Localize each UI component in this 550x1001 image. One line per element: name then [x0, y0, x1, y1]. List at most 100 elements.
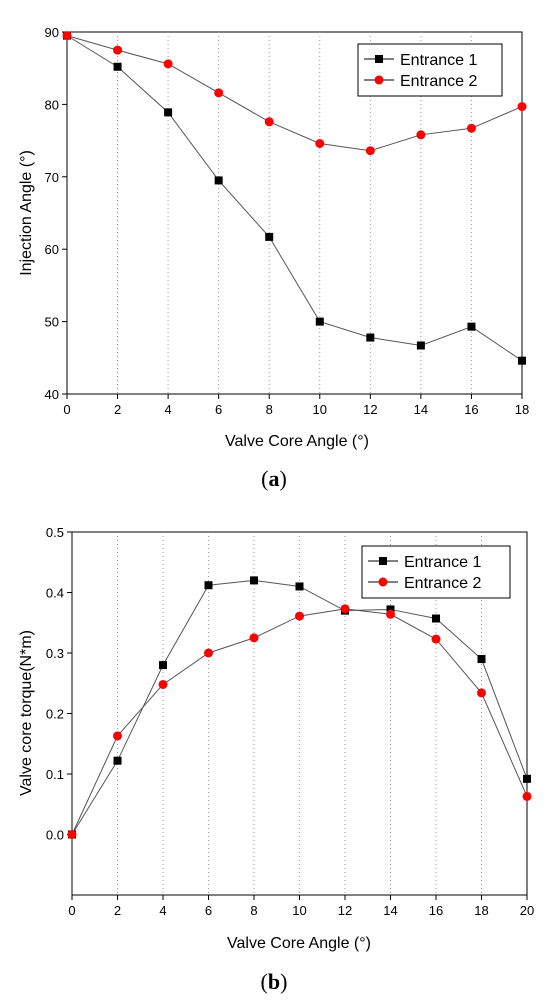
- x-axis-title-a: Valve Core Angle (°): [225, 433, 369, 450]
- x-tick-label: 0: [63, 402, 70, 417]
- legend-label-entrance-1-b: Entrance 1: [404, 554, 481, 571]
- data-point-entrance-2: [365, 146, 375, 156]
- legend-marker-entrance-2-a: [374, 75, 384, 85]
- legend-frame-a: [357, 43, 503, 97]
- y-tick-label: 80: [45, 97, 59, 112]
- series-b: [67, 576, 532, 839]
- y-tick-label: 0.0: [46, 828, 64, 843]
- y-tick-label: 40: [45, 387, 59, 402]
- data-point-entrance-1: [214, 176, 223, 185]
- data-point-entrance-1: [159, 661, 167, 670]
- x-tick-label: 12: [363, 402, 377, 417]
- x-tick-label: 10: [313, 402, 327, 417]
- data-point-entrance-2: [517, 102, 527, 112]
- x-axis-title-b: Valve Core Angle (°): [227, 935, 371, 952]
- x-tick-label: 20: [520, 903, 534, 918]
- x-tick-label: 16: [429, 903, 443, 918]
- data-point-entrance-2: [315, 138, 325, 148]
- chart-a: 0 2 4 6 8 10 12 14 16 18 40 50 60 70 80 90 Valve Core A…: [18, 25, 529, 491]
- data-point-entrance-1: [315, 317, 324, 326]
- legend-label-entrance-1-a: Entrance 1: [400, 52, 477, 69]
- x-tick-label: 6: [205, 903, 212, 918]
- data-point-entrance-1: [518, 356, 526, 365]
- legend-marker-entrance-2-b: [378, 577, 388, 587]
- x-tick-label: 14: [414, 402, 428, 417]
- x-tick-label: 12: [338, 903, 352, 918]
- data-point-entrance-2: [295, 611, 304, 621]
- x-tick-label: 2: [114, 402, 121, 417]
- x-tick-label: 10: [292, 903, 306, 918]
- y-tick-label: 0.3: [46, 646, 64, 661]
- plot-frame-a: [66, 31, 523, 395]
- x-tick-label: 14: [383, 903, 397, 918]
- data-point-entrance-2: [431, 634, 441, 644]
- data-point-entrance-2: [477, 688, 486, 698]
- legend-marker-entrance-1-a: [375, 55, 383, 63]
- data-point-entrance-1: [477, 655, 486, 664]
- data-point-entrance-1: [265, 232, 274, 241]
- y-tick-label: 0.2: [46, 707, 64, 722]
- data-point-entrance-2: [522, 791, 532, 801]
- panel-label-a: (a): [261, 466, 287, 491]
- panel-label-b: (b): [261, 969, 288, 994]
- y-tick-label: 0.4: [46, 586, 64, 601]
- data-point-entrance-1: [113, 756, 122, 765]
- x-tick-label: 8: [250, 903, 257, 918]
- series-a: [62, 31, 527, 365]
- panel-letter-a: a: [269, 466, 280, 491]
- y-tick-label: 0.5: [46, 525, 64, 540]
- data-point-entrance-2: [67, 830, 77, 839]
- data-point-entrance-2: [466, 123, 476, 133]
- data-point-entrance-1: [164, 108, 173, 117]
- data-point-entrance-2: [113, 731, 122, 741]
- x-tick-label: 18: [515, 402, 529, 417]
- data-point-entrance-1: [416, 341, 425, 350]
- data-point-entrance-2: [214, 88, 224, 98]
- legend-b: Entrance 1 Entrance 2: [361, 545, 511, 599]
- data-point-entrance-1: [250, 576, 258, 585]
- data-point-entrance-2: [204, 648, 213, 658]
- ticks-b: 0 2 4 6 8 10 12 14 16 18 20 0.0 0.1 0.2 0.3 0.4 0.5: [46, 525, 534, 918]
- x-tick-label: 2: [114, 903, 121, 918]
- data-point-entrance-2: [416, 130, 426, 140]
- x-tick-label: 0: [68, 903, 75, 918]
- data-point-entrance-2: [163, 59, 173, 69]
- legend-marker-entrance-1-b: [379, 557, 387, 565]
- data-point-entrance-2: [113, 45, 123, 55]
- x-tick-label: 6: [215, 402, 222, 417]
- y-axis-title-b: Valve core torque(N*m): [18, 630, 35, 796]
- legend-frame-b: [361, 545, 511, 599]
- data-point-entrance-2: [249, 633, 259, 643]
- y-tick-label: 70: [45, 170, 59, 185]
- legend-label-entrance-2-a: Entrance 2: [400, 73, 477, 90]
- y-tick-label: 50: [45, 315, 59, 330]
- y-tick-label: 60: [45, 242, 59, 257]
- legend-label-entrance-2-b: Entrance 2: [404, 575, 481, 592]
- data-point-entrance-1: [204, 581, 213, 590]
- data-point-entrance-1: [432, 614, 440, 623]
- x-tick-label: 16: [464, 402, 478, 417]
- data-point-entrance-2: [386, 609, 395, 619]
- data-point-entrance-1: [467, 322, 476, 331]
- x-tick-label: 4: [164, 402, 171, 417]
- x-tick-label: 18: [474, 903, 488, 918]
- data-point-entrance-2: [264, 117, 274, 127]
- data-point-entrance-1: [366, 333, 375, 342]
- series-line-entrance-1: [66, 35, 523, 362]
- data-point-entrance-1: [113, 62, 122, 71]
- legend-a: Entrance 1 Entrance 2: [357, 43, 503, 97]
- data-point-entrance-2: [62, 31, 72, 41]
- y-tick-label: 90: [45, 25, 59, 40]
- series-line-entrance-2: [66, 35, 523, 152]
- x-tick-label: 8: [266, 402, 273, 417]
- panel-letter-b: b: [268, 969, 280, 994]
- y-axis-title-a: Injection Angle (°): [18, 150, 35, 276]
- data-point-entrance-1: [523, 774, 531, 783]
- ticks-a: 0 2 4 6 8 10 12 14 16 18 40 50 60 70 80 90: [45, 25, 530, 417]
- data-point-entrance-2: [340, 604, 350, 614]
- data-point-entrance-1: [295, 582, 304, 591]
- y-tick-label: 0.1: [46, 767, 64, 782]
- data-point-entrance-2: [158, 679, 168, 689]
- chart-b: 0 2 4 6 8 10 12 14 16 18 20 0.0 0.1 0.2 0.3 0.4 0.5 Valv…: [18, 525, 534, 994]
